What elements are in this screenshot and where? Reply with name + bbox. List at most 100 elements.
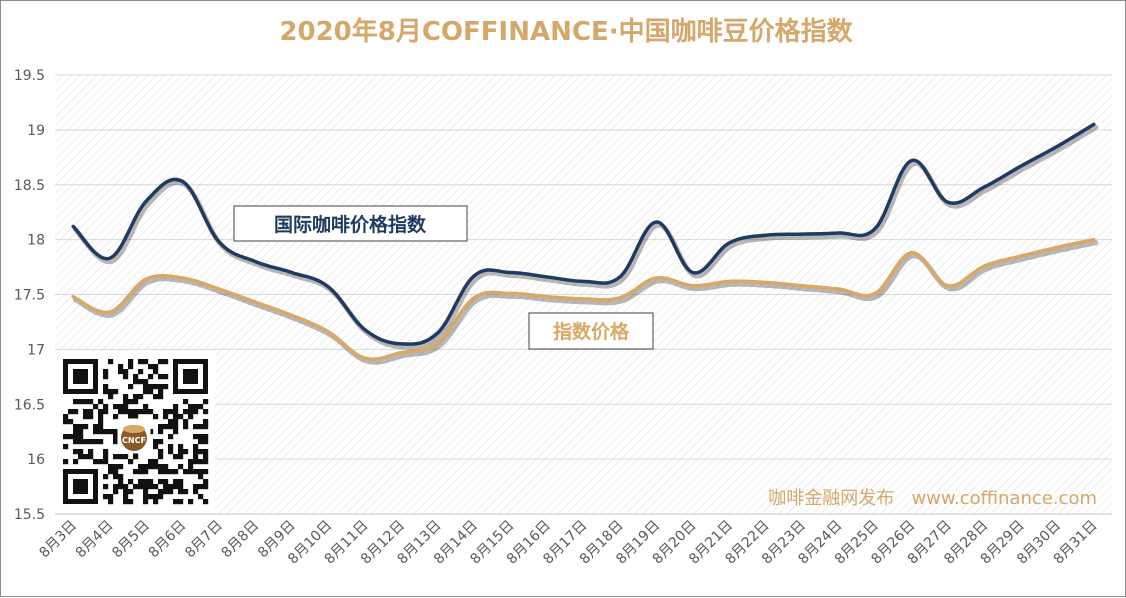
qr-module: [158, 489, 164, 495]
qr-module: [148, 464, 154, 470]
qr-module: [128, 499, 134, 505]
qr-module: [128, 409, 134, 415]
qr-module: [108, 464, 114, 470]
qr-module: [178, 479, 184, 485]
qr-module: [183, 409, 189, 415]
qr-module: [118, 484, 124, 490]
y-tick-label: 16.5: [14, 397, 45, 413]
qr-module: [153, 499, 159, 505]
qr-module: [98, 414, 104, 420]
qr-module: [133, 374, 139, 380]
qr-module: [198, 469, 204, 475]
qr-module: [193, 434, 199, 440]
qr-module: [133, 399, 139, 405]
annotation-international: 国际咖啡价格指数: [233, 205, 468, 242]
qr-module: [123, 499, 129, 505]
qr-module: [173, 429, 179, 435]
qr-module: [178, 444, 184, 450]
qr-module: [63, 444, 69, 450]
qr-module: [113, 489, 119, 495]
qr-module: [108, 494, 114, 500]
qr-module: [98, 424, 104, 430]
y-tick-label: 18: [27, 233, 45, 249]
qr-module: [73, 399, 79, 405]
qr-module: [188, 409, 194, 415]
qr-module: [183, 449, 189, 455]
qr-module: [178, 464, 184, 470]
qr-module: [163, 469, 169, 475]
qr-module: [88, 399, 94, 405]
qr-module: [63, 459, 69, 465]
qr-module: [203, 499, 209, 505]
qr-module: [203, 479, 209, 485]
qr-module: [158, 479, 164, 485]
qr-module: [98, 409, 104, 415]
x-axis-tick-labels: 8月3日8月4日8月5日8月6日8月7日8月8日8月9日8月10日8月11日8月…: [36, 518, 1100, 568]
qr-module: [138, 469, 144, 475]
qr-module: [88, 454, 94, 460]
qr-module: [183, 419, 189, 425]
qr-module: [143, 404, 149, 410]
qr-module: [123, 404, 129, 410]
qr-module: [188, 459, 194, 465]
qr-module: [118, 369, 124, 375]
qr-module: [193, 484, 199, 490]
qr-module: [93, 404, 99, 410]
qr-module: [88, 439, 94, 445]
qr-module: [203, 469, 209, 475]
qr-module: [163, 489, 169, 495]
qr-module: [68, 419, 74, 425]
series-lines: [71, 122, 1099, 365]
qr-module: [158, 469, 164, 475]
qr-module: [163, 409, 169, 415]
qr-module: [198, 459, 204, 465]
qr-module: [133, 409, 139, 415]
qr-module: [98, 399, 104, 405]
y-axis-tick-labels: 15.5 16 16.5 17 17.5 18 18.5 19 19.5: [14, 68, 45, 523]
qr-module: [118, 404, 124, 410]
qr-module: [73, 429, 79, 435]
qr-module: [103, 494, 109, 500]
qr-module: [68, 434, 74, 440]
qr-module: [198, 449, 204, 455]
qr-module: [113, 439, 119, 445]
qr-module: [113, 429, 119, 435]
qr-module: [143, 384, 149, 390]
qr-module: [148, 384, 154, 390]
qr-module: [98, 419, 104, 425]
qr-module: [123, 484, 129, 490]
qr-module: [168, 484, 174, 490]
qr-module: [93, 429, 99, 435]
qr-module: [83, 414, 89, 420]
qr-module: [153, 414, 159, 420]
qr-module: [108, 394, 114, 400]
qr-module: [193, 404, 199, 410]
qr-module: [148, 494, 154, 500]
qr-module: [113, 389, 119, 395]
qr-module: [148, 484, 154, 490]
qr-module: [78, 439, 84, 445]
qr-module: [73, 424, 79, 430]
qr-module: [158, 429, 164, 435]
qr-module: [173, 484, 179, 490]
qr-module: [153, 439, 159, 445]
qr-module: [88, 409, 94, 415]
qr-module: [73, 409, 79, 415]
qr-module: [93, 424, 99, 430]
qr-module: [88, 449, 94, 455]
qr-module: [103, 374, 109, 380]
qr-module: [138, 479, 144, 485]
qr-module: [168, 434, 174, 440]
qr-module: [63, 414, 69, 420]
qr-module: [158, 454, 164, 460]
qr-module: [103, 429, 109, 435]
qr-module: [158, 494, 164, 500]
qr-module: [83, 439, 89, 445]
qr-module: [113, 414, 119, 420]
qr-module: [123, 374, 129, 380]
qr-module: [173, 454, 179, 460]
qr-module: [118, 409, 124, 415]
qr-module: [143, 464, 149, 470]
qr-module: [123, 369, 129, 375]
